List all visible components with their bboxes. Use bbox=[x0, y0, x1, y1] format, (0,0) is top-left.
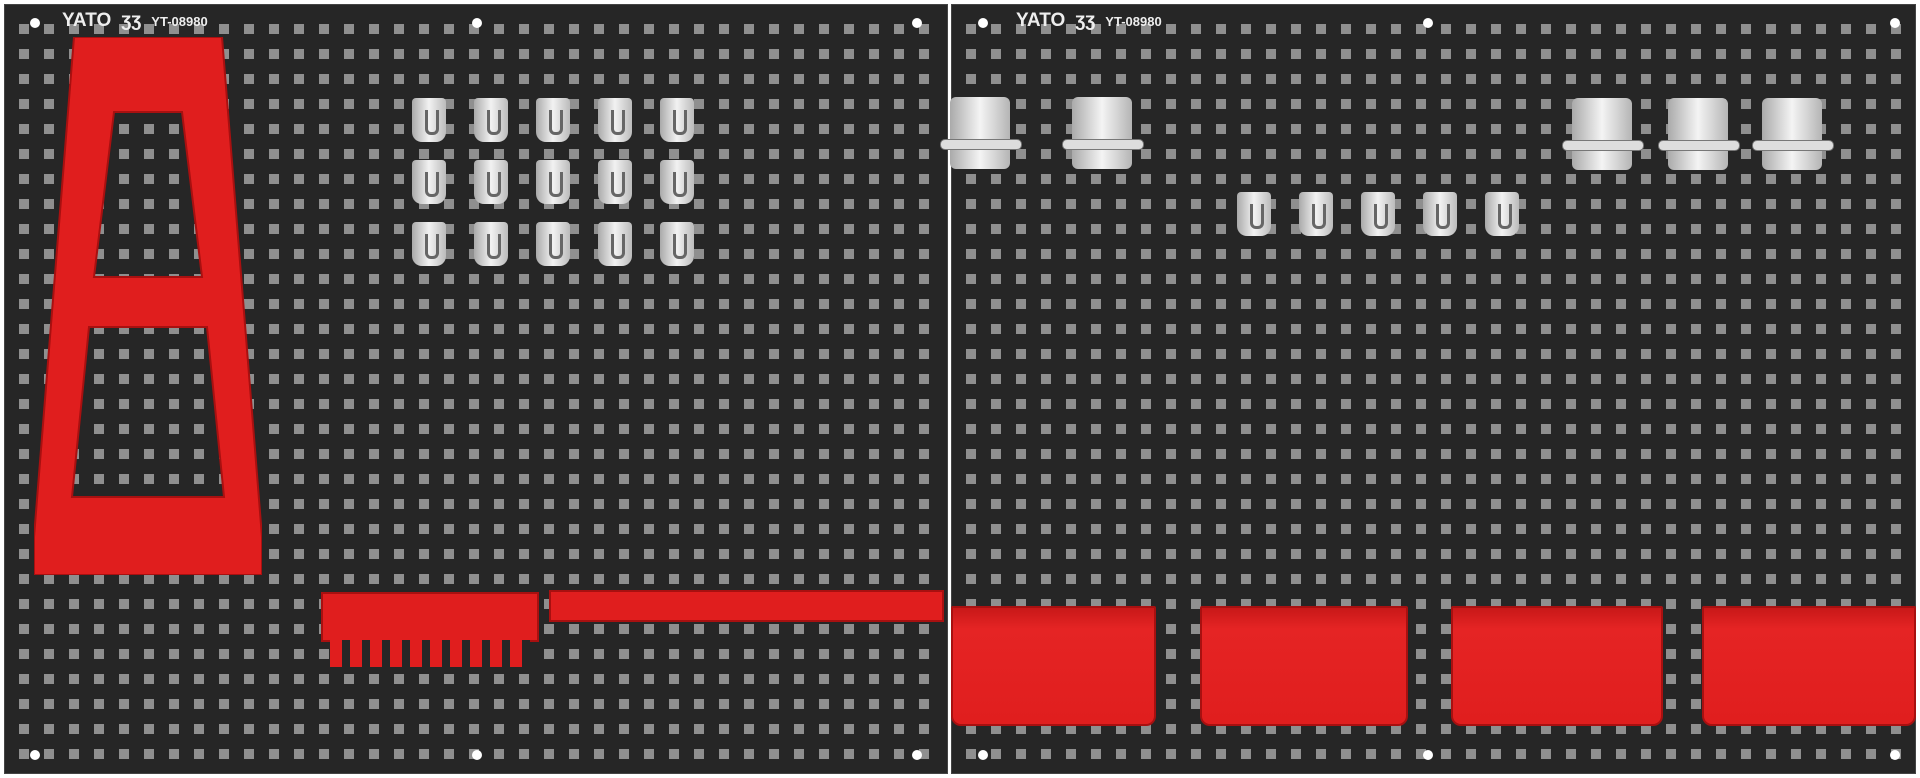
screw-hole bbox=[30, 18, 40, 28]
peg-hook bbox=[598, 160, 632, 204]
brand-logo-left: YATO ʒʒ YT-08980 bbox=[62, 10, 208, 32]
brand-name: YATO bbox=[1016, 10, 1066, 31]
double-peg-hook bbox=[1658, 98, 1740, 170]
peg-hook bbox=[412, 160, 446, 204]
peg-hook bbox=[1361, 192, 1395, 236]
peg-hook bbox=[660, 98, 694, 142]
brand-name: YATO bbox=[62, 10, 112, 31]
brand-logo-right: YATO ʒʒ YT-08980 bbox=[1016, 10, 1162, 32]
peg-hook bbox=[1237, 192, 1271, 236]
yato-logo-icon: ʒʒ bbox=[1075, 10, 1096, 31]
screw-hole bbox=[30, 750, 40, 760]
screw-hole bbox=[472, 18, 482, 28]
double-peg-hook bbox=[940, 97, 1022, 169]
peg-hook bbox=[536, 98, 570, 142]
bit-holder-strip bbox=[549, 590, 944, 622]
peg-hook bbox=[474, 98, 508, 142]
peg-hook bbox=[412, 222, 446, 266]
screw-hole bbox=[1890, 750, 1900, 760]
peg-hook bbox=[536, 160, 570, 204]
bit-holder-pins bbox=[330, 640, 530, 667]
peg-hook bbox=[1299, 192, 1333, 236]
peg-hook bbox=[536, 222, 570, 266]
tool-stand-holder bbox=[34, 37, 262, 575]
storage-bin bbox=[1451, 606, 1663, 726]
peg-hook bbox=[474, 222, 508, 266]
peg-hook bbox=[1423, 192, 1457, 236]
screw-hole bbox=[978, 750, 988, 760]
double-peg-hook bbox=[1562, 98, 1644, 170]
model-number: YT-08980 bbox=[1105, 13, 1162, 29]
screw-hole bbox=[912, 18, 922, 28]
double-peg-hook bbox=[1062, 97, 1144, 169]
peg-hook bbox=[660, 160, 694, 204]
storage-bin bbox=[1702, 606, 1916, 726]
screw-hole bbox=[1423, 750, 1433, 760]
peg-hook bbox=[474, 160, 508, 204]
double-peg-hook bbox=[1752, 98, 1834, 170]
screw-hole bbox=[472, 750, 482, 760]
perforation-grid bbox=[19, 19, 933, 759]
storage-bin bbox=[951, 606, 1156, 726]
peg-hook bbox=[412, 98, 446, 142]
pegboard-left bbox=[4, 4, 948, 774]
peg-hook bbox=[598, 98, 632, 142]
model-number: YT-08980 bbox=[151, 13, 208, 29]
screw-hole bbox=[1890, 18, 1900, 28]
yato-logo-icon: ʒʒ bbox=[121, 10, 142, 31]
peg-hook bbox=[1485, 192, 1519, 236]
screw-hole bbox=[1423, 18, 1433, 28]
screw-hole bbox=[912, 750, 922, 760]
screw-hole bbox=[978, 18, 988, 28]
storage-bin bbox=[1200, 606, 1408, 726]
bit-holder-rack bbox=[321, 592, 539, 642]
peg-hook bbox=[598, 222, 632, 266]
peg-hook bbox=[660, 222, 694, 266]
